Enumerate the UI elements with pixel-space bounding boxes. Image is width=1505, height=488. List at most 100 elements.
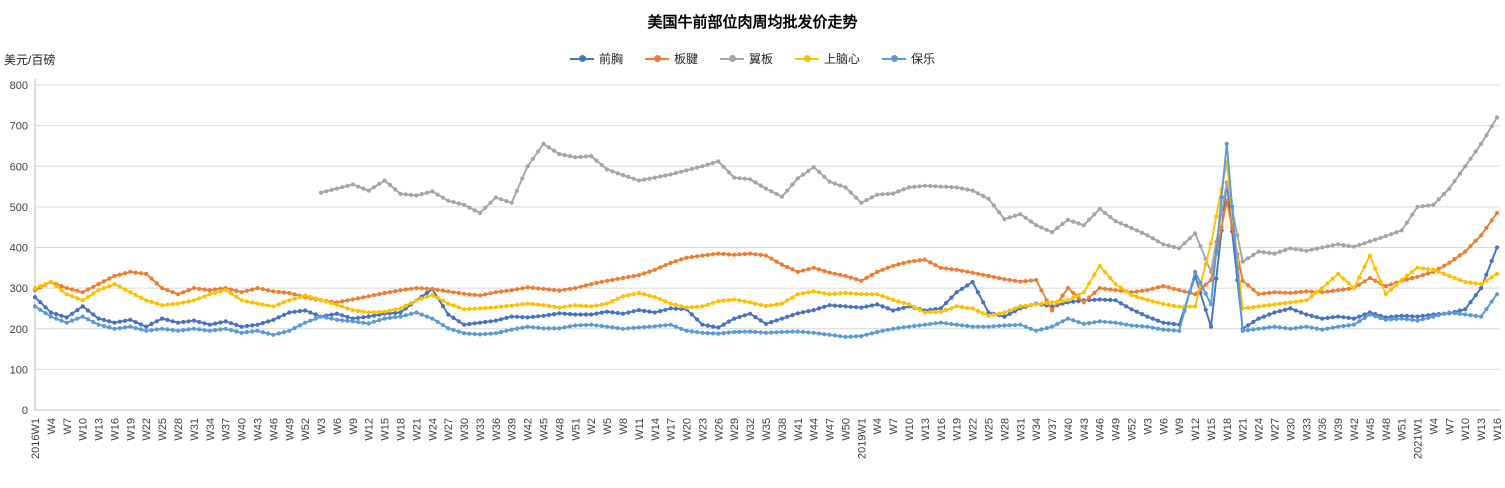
x-tick-label: W39 [1333,418,1345,441]
series-marker-1 [1309,289,1314,294]
x-tick-label: W52 [300,418,312,441]
series-marker-4 [636,325,642,330]
series-marker-2 [361,186,366,191]
series-marker-2 [1394,230,1399,235]
series-marker-4 [599,323,604,329]
series-marker-0 [838,303,843,309]
series-marker-4 [514,326,520,331]
series-marker-4 [430,316,435,321]
series-marker-2 [530,156,536,161]
legend-item-4[interactable]: 保乐 [882,50,935,67]
series-marker-0 [1330,315,1335,320]
series-marker-0 [308,310,313,315]
x-tick-label: W9 [348,418,360,435]
series-marker-4 [1325,326,1330,331]
x-tick-label: W40 [237,418,249,441]
series-marker-4 [822,332,827,337]
series-marker-1 [414,286,419,291]
series-marker-3 [1410,269,1415,274]
series-marker-3 [91,291,96,296]
series-marker-0 [1473,293,1478,298]
series-marker-4 [54,316,59,321]
series-marker-2 [340,185,345,190]
series-marker-2 [525,164,530,169]
series-marker-0 [462,322,467,327]
series-marker-4 [1208,302,1214,307]
series-marker-0 [467,321,472,327]
series-marker-1 [986,273,991,278]
series-marker-1 [954,267,959,272]
series-marker-1 [514,287,520,292]
series-marker-1 [599,279,604,284]
series-marker-1 [959,268,965,273]
series-marker-2 [398,191,403,196]
series-marker-2 [477,210,483,216]
series-marker-4 [689,329,694,334]
series-marker-1 [430,286,435,291]
legend-item-2[interactable]: 翼板 [719,50,773,67]
series-marker-3 [997,311,1002,316]
series-marker-1 [1240,278,1245,283]
legend-item-3[interactable]: 上脑心 [795,50,860,67]
series-marker-2 [514,188,520,193]
legend-item-0[interactable]: 前胸 [569,50,623,67]
series-marker-3 [1389,287,1394,292]
series-marker-0 [1171,321,1176,327]
series-marker-2 [557,152,562,157]
series-marker-1 [991,274,996,280]
series-marker-4 [1034,328,1039,333]
series-marker-3 [329,301,334,306]
series-marker-1 [1367,275,1372,281]
series-marker-2 [1102,210,1108,216]
series-marker-0 [1267,312,1272,317]
series-marker-1 [1272,290,1277,295]
series-marker-4 [615,326,620,331]
series-marker-2 [1436,197,1441,202]
series-marker-2 [790,182,795,187]
series-marker-0 [536,314,541,319]
series-marker-4 [112,326,117,331]
series-marker-3 [716,299,721,304]
legend-item-1[interactable]: 板腱 [644,50,698,67]
series-marker-3 [1463,279,1468,285]
series-marker-1 [1489,218,1494,223]
series-marker-4 [287,328,292,333]
series-marker-1 [451,290,456,295]
series-marker-2 [944,184,949,189]
series-marker-0 [1134,309,1139,314]
series-marker-3 [1357,275,1362,280]
series-marker-4 [1473,313,1478,318]
series-marker-2 [1140,230,1145,235]
series-marker-2 [435,192,440,197]
series-marker-2 [885,191,890,196]
series-marker-4 [398,314,403,319]
series-marker-4 [133,326,138,331]
series-marker-1 [642,271,647,276]
series-marker-4 [1060,319,1065,324]
series-marker-4 [1283,326,1288,331]
series-marker-3 [250,300,255,305]
series-marker-4 [1357,319,1362,324]
series-marker-3 [906,302,912,307]
series-marker-4 [260,330,265,335]
series-marker-0 [668,306,673,311]
series-marker-3 [1404,273,1409,278]
series-marker-1 [785,264,790,270]
series-marker-2 [366,188,371,193]
series-marker-4 [1489,299,1494,304]
series-marker-1 [239,290,244,295]
series-marker-4 [541,326,546,331]
series-marker-2 [684,168,689,173]
series-marker-2 [541,141,546,146]
series-marker-2 [1330,243,1335,248]
series-marker-1 [228,287,234,292]
series-marker-3 [896,299,901,304]
series-marker-3 [626,293,631,298]
series-marker-1 [488,291,493,296]
series-marker-1 [1494,210,1500,216]
series-marker-4 [721,331,726,336]
series-marker-2 [806,168,811,173]
series-marker-2 [716,159,721,164]
series-marker-3 [1304,298,1309,303]
series-marker-1 [1171,286,1176,291]
